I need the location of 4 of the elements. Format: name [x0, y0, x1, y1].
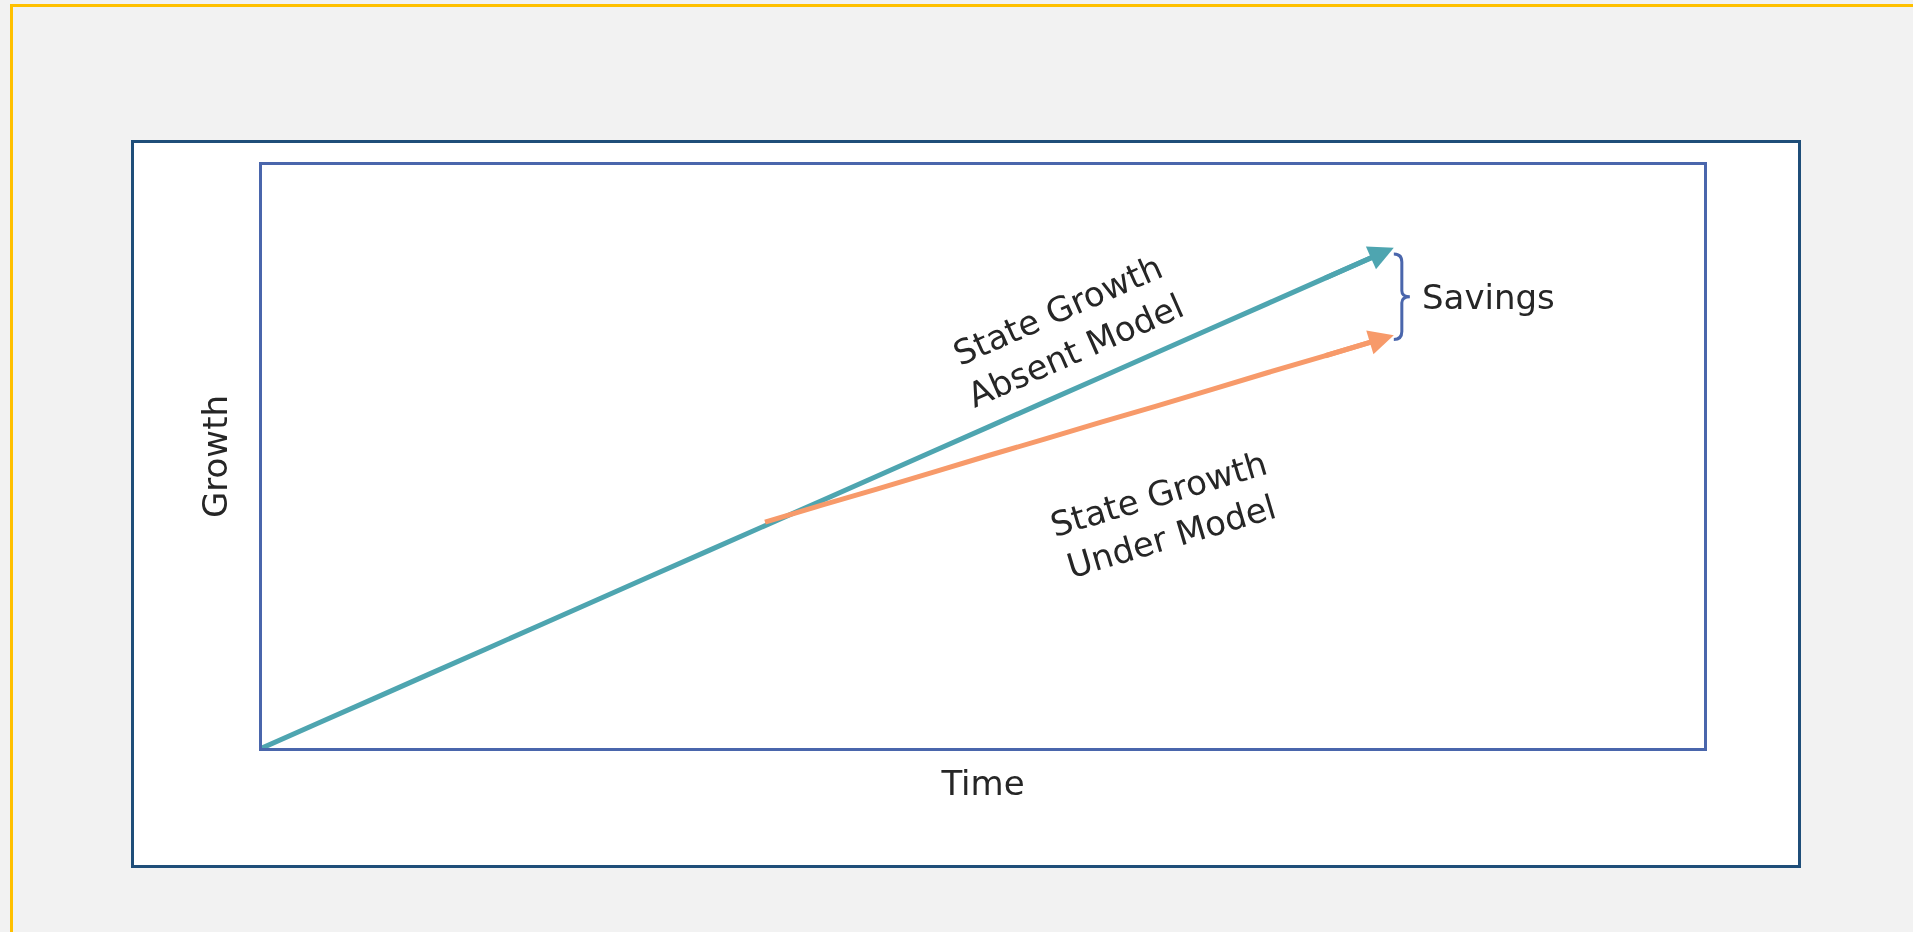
- text: State Growth Under Model: [1045, 442, 1281, 587]
- x-axis-title: Time: [940, 763, 1025, 804]
- text: Savings: [1422, 277, 1555, 317]
- y-axis-title: Growth: [194, 394, 235, 519]
